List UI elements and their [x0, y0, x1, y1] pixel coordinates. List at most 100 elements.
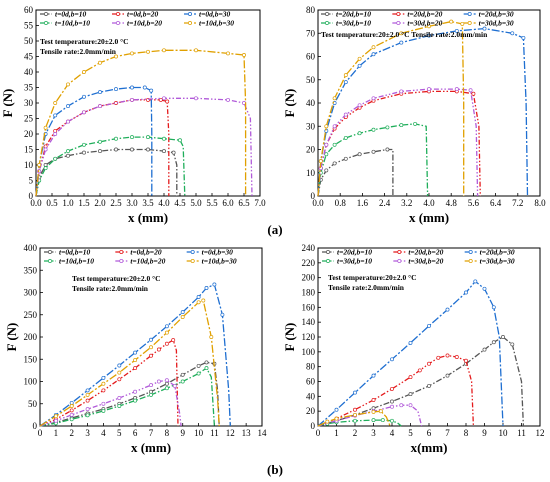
data-point [371, 418, 376, 423]
data-point [454, 355, 459, 359]
data-point [343, 135, 348, 140]
y-tick-label: 300 [24, 288, 38, 298]
y-tick-label: 50 [28, 399, 38, 409]
data-point [226, 97, 230, 102]
legend-label: t=0d,b=30 [199, 10, 231, 19]
legend-label: t=30d,b=20 [407, 19, 442, 28]
chart-a2: 0.0 0.8 1.6 2.4 3.2 4.0 4.8 5.6 6.4 7.2 8.0 0 10 20 30… [282, 5, 546, 225]
data-point [114, 87, 118, 92]
data-point [343, 80, 348, 85]
data-point [371, 409, 376, 414]
legend-label: t=10d,b=30 [202, 257, 237, 266]
y-tick-label: 60 [306, 52, 316, 62]
data-point [196, 363, 201, 368]
y-tick-label: 150 [24, 354, 38, 364]
data-point [146, 147, 150, 152]
legend-label: t=10d,b=20 [130, 257, 165, 266]
x-tick-label: 9 [482, 428, 487, 438]
data-point [343, 156, 348, 161]
legend-marker [467, 12, 472, 16]
data-point [408, 392, 413, 397]
legend-marker [44, 12, 48, 16]
data-point [390, 404, 394, 409]
data-point [353, 418, 357, 423]
data-point [114, 54, 118, 59]
data-point [385, 147, 390, 152]
y-tick-label: 20 [306, 145, 316, 155]
legend-marker [190, 259, 195, 263]
x-tick-label: 6 [427, 428, 432, 438]
data-point [220, 312, 225, 317]
data-point [501, 335, 505, 339]
data-point [390, 399, 394, 404]
data-point [117, 377, 122, 382]
y-tick-label: 80 [306, 362, 316, 372]
x-tick-label: 0.5 [46, 198, 58, 208]
series-line [317, 90, 481, 197]
x-tick-label: 12 [226, 428, 235, 438]
data-point [324, 152, 329, 157]
series-line [317, 336, 525, 427]
x-tick-label: 6.5 [238, 198, 250, 208]
x-tick-label: 5 [408, 428, 413, 438]
legend-marker [468, 259, 473, 263]
panel-label-a: (a) [267, 222, 282, 237]
data-point [445, 307, 450, 312]
chart-b1: 0 1 2 3 4 5 6 7 8 9 10 11 12 13 1405010015020025030035… [4, 243, 267, 455]
y-tick-label: 40 [306, 98, 316, 108]
data-point [399, 403, 404, 408]
data-point [146, 135, 150, 140]
data-point [66, 119, 70, 124]
data-point [390, 386, 394, 391]
y-tick-label: 120 [302, 332, 316, 342]
series-line [317, 123, 429, 197]
data-point [69, 408, 74, 413]
legend-marker [326, 259, 330, 263]
data-point [385, 125, 390, 130]
x-tick-label: 4.0 [423, 198, 435, 208]
chart-b2: 0 1 2 3 4 5 6 7 8 9 10 11 12020406080100120140160180… [282, 243, 545, 455]
x-tick-label: 3.0 [126, 198, 138, 208]
legend-label: t=0d,b=30 [202, 248, 234, 257]
y-tick-label: 50 [306, 75, 316, 85]
y-tick-label: 5 [29, 176, 34, 186]
x-tick-label: 1.0 [62, 198, 74, 208]
data-point [164, 324, 169, 329]
x-tick-label: 5.5 [206, 198, 218, 208]
data-point [353, 390, 357, 395]
data-point [209, 335, 214, 339]
y-tick-label: 250 [24, 310, 38, 320]
data-point [427, 361, 431, 366]
annotation-text: Test temperature:20±2.0 °C [328, 273, 417, 282]
y-tick-label: 10 [306, 168, 316, 178]
legend-label: t=10d,b=20 [127, 19, 162, 28]
x-tick-label: 10 [194, 428, 204, 438]
y-tick-label: 40 [306, 391, 316, 401]
annotation-text: Tensile rate:2.0mm/min [72, 284, 149, 293]
data-point [165, 99, 170, 104]
legend-label: t=20d,b=30 [479, 10, 514, 19]
x-tick-label: 11 [517, 428, 526, 438]
y-tick-label: 100 [302, 347, 316, 357]
y-tick-label: 45 [24, 52, 34, 62]
data-point [98, 60, 102, 65]
data-point [53, 418, 58, 423]
data-point [332, 124, 337, 129]
data-point [69, 400, 74, 405]
y-tick-label: 0 [311, 421, 316, 431]
series-line [317, 404, 423, 427]
data-point [85, 392, 90, 397]
data-point [449, 19, 454, 24]
x-tick-label: 5.6 [468, 198, 480, 208]
data-point [491, 305, 496, 310]
x-tick-label: 0 [38, 428, 43, 438]
y-axis-label: F (N) [4, 323, 19, 352]
data-point [332, 96, 337, 101]
y-axis-label: F (N) [282, 323, 297, 352]
data-point [399, 89, 404, 94]
data-point [390, 418, 394, 423]
y-tick-label: 140 [302, 317, 316, 327]
data-point [149, 353, 153, 358]
data-point [98, 139, 102, 144]
y-tick-label: 0 [311, 191, 316, 201]
